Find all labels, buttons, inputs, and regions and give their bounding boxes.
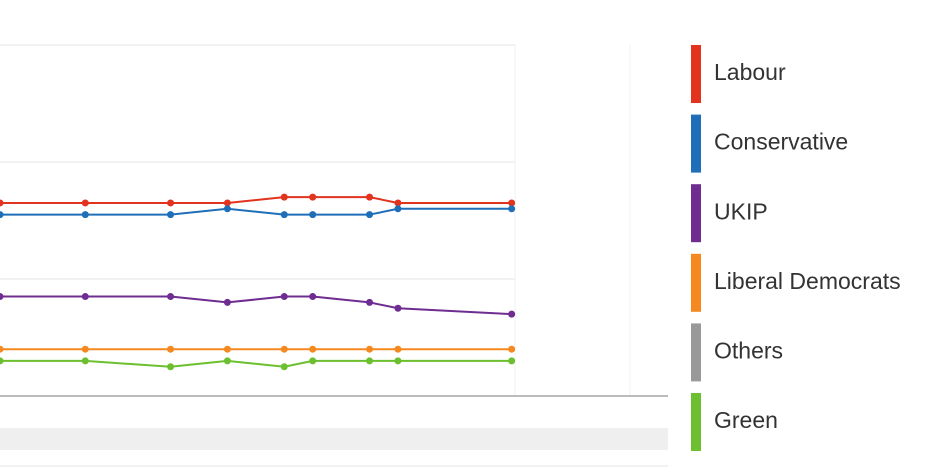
data-point — [508, 205, 516, 213]
legend-label: Conservative — [714, 129, 848, 155]
scroll-band — [0, 428, 668, 450]
data-point — [366, 357, 374, 365]
legend-label: Labour — [714, 59, 786, 85]
data-point — [0, 211, 4, 219]
legend-label: UKIP — [714, 198, 768, 224]
legend-swatch — [691, 393, 701, 451]
legend-swatch — [691, 253, 701, 312]
data-point — [394, 304, 402, 312]
data-point — [508, 199, 516, 207]
data-point — [280, 345, 288, 353]
data-point — [167, 211, 175, 219]
data-point — [223, 205, 231, 213]
data-point — [309, 293, 317, 301]
data-point — [366, 211, 374, 219]
data-point — [0, 357, 4, 365]
data-point — [508, 310, 516, 318]
data-point — [508, 357, 516, 365]
data-point — [223, 199, 231, 207]
legend-swatch — [691, 114, 701, 173]
data-point — [81, 211, 89, 219]
data-point — [223, 345, 231, 353]
series-line — [0, 359, 512, 368]
data-point — [366, 193, 374, 201]
data-point — [167, 363, 175, 371]
legend-label: Others — [714, 337, 783, 363]
series-line — [0, 196, 512, 204]
data-point — [81, 199, 89, 207]
series-line — [0, 295, 512, 316]
legend-swatch — [691, 323, 701, 382]
data-point — [223, 298, 231, 306]
data-point — [309, 357, 317, 365]
data-point — [280, 293, 288, 301]
series-line — [0, 207, 512, 216]
data-point — [280, 211, 288, 219]
data-point — [223, 357, 231, 365]
data-point — [0, 199, 4, 207]
data-point — [309, 193, 317, 201]
legend-swatch — [691, 184, 701, 243]
data-point — [280, 193, 288, 201]
data-point — [167, 293, 175, 301]
data-point — [366, 298, 374, 306]
data-point — [309, 211, 317, 219]
data-point — [81, 293, 89, 301]
data-point — [394, 205, 402, 213]
data-point — [309, 345, 317, 353]
data-point — [0, 293, 4, 301]
legend-swatch — [691, 45, 701, 103]
data-point — [366, 345, 374, 353]
data-point — [394, 357, 402, 365]
data-point — [280, 363, 288, 371]
data-point — [167, 345, 175, 353]
data-point — [508, 345, 516, 353]
legend-label: Green — [714, 407, 778, 433]
data-point — [167, 199, 175, 207]
data-point — [0, 345, 4, 353]
data-point — [81, 357, 89, 365]
data-point — [394, 199, 402, 207]
data-point — [81, 345, 89, 353]
data-point — [394, 345, 402, 353]
legend-label: Liberal Democrats — [714, 268, 901, 294]
